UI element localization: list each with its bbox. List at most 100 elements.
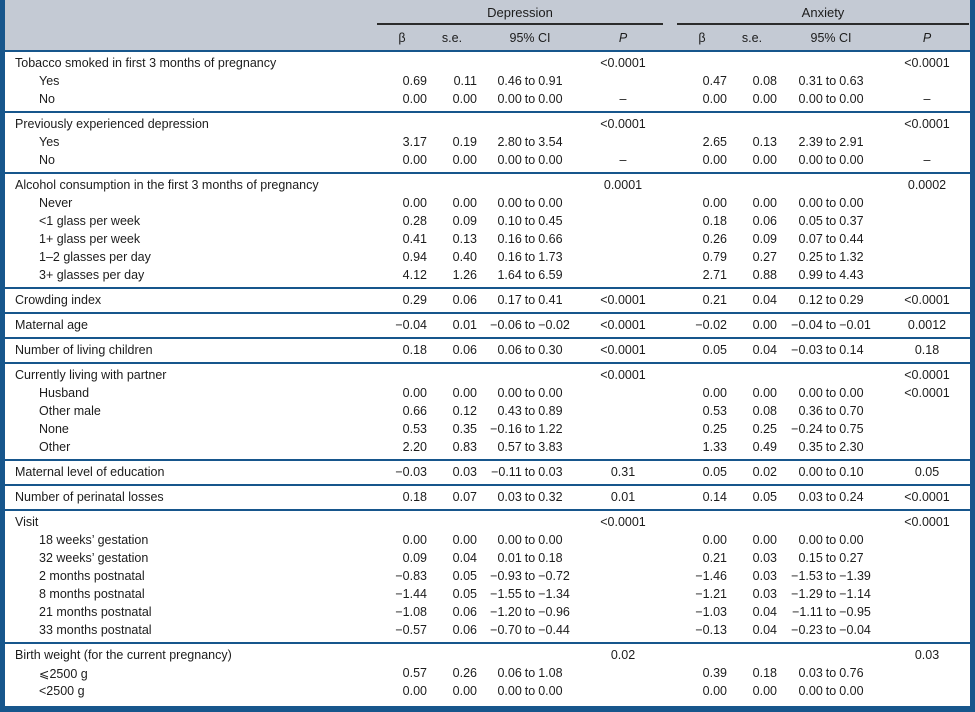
anxiety-se-value: 0.00 — [752, 533, 777, 547]
anxiety-ci-value: 2.39 to 2.91 — [777, 135, 885, 149]
ci-to-word: to — [524, 74, 536, 88]
table-row: 33 months postnatal −0.57 0.06 −0.70 to −0.44… — [5, 621, 970, 639]
anxiety-se-value: 0.03 — [752, 587, 777, 601]
depression-ci-value: −0.16 to 1.22 — [477, 422, 583, 436]
ci-to-word: to — [825, 386, 837, 400]
depression-se-value: 0.40 — [452, 250, 477, 264]
ci-lower-bound: 0.06 — [497, 666, 522, 680]
anxiety-ci-value: 0.03 to 0.24 — [777, 490, 885, 504]
ci-lower-bound: 0.12 — [798, 293, 823, 307]
depression-se-value: 0.05 — [452, 587, 477, 601]
row-label: None — [39, 422, 69, 436]
anxiety-beta-value: −1.21 — [695, 587, 727, 601]
ci-to-word: to — [825, 74, 837, 88]
anxiety-ci-value: 0.05 to 0.37 — [777, 214, 885, 228]
ci-upper-bound: 1.73 — [538, 250, 563, 264]
depression-ci-value: 0.03 to 0.32 — [477, 490, 583, 504]
depression-se-value: 0.00 — [452, 92, 477, 106]
ci-upper-bound: 3.54 — [538, 135, 563, 149]
ci-to-word: to — [524, 666, 536, 680]
ci-upper-bound: 0.91 — [538, 74, 563, 88]
ci-upper-bound: 0.00 — [839, 386, 864, 400]
ci-to-word: to — [825, 533, 837, 547]
ci-upper-bound: 0.10 — [839, 465, 864, 479]
depression-beta-value: 0.94 — [402, 250, 427, 264]
anxiety-ci-value: −1.11 to −0.95 — [777, 605, 885, 619]
table-row: Other 2.20 0.83 0.57 to 3.83 1.33 0.49 0.35 to 2.3… — [5, 438, 970, 456]
ci-to-word: to — [825, 318, 837, 332]
depression-beta-value: 4.12 — [402, 268, 427, 282]
anxiety-p-value: <0.0001 — [904, 515, 950, 529]
depression-se-value: 0.05 — [452, 569, 477, 583]
ci-to-word: to — [524, 214, 536, 228]
ci-upper-bound: 0.44 — [839, 232, 864, 246]
ci-to-word: to — [825, 404, 837, 418]
ci-to-word: to — [825, 569, 837, 583]
table-row: Never 0.00 0.00 0.00 to 0.00 0.00 0.00 0.00 to 0.0… — [5, 194, 970, 212]
depression-se-value: 0.00 — [452, 196, 477, 210]
depression-beta-value: 2.20 — [402, 440, 427, 454]
row-label: <2500 g — [39, 684, 85, 698]
depression-p-value: – — [619, 92, 627, 106]
ci-upper-bound: 3.83 — [538, 440, 563, 454]
depression-ci-value: 0.16 to 0.66 — [477, 232, 583, 246]
anxiety-se-value: 0.00 — [752, 318, 777, 332]
column-group-gap — [663, 0, 677, 50]
anxiety-beta-value: 0.00 — [702, 153, 727, 167]
ci-to-word: to — [524, 153, 536, 167]
anxiety-se-value: 0.09 — [752, 232, 777, 246]
table-section: Alcohol consumption in the first 3 month… — [5, 174, 970, 289]
depression-ci-value: −0.93 to −0.72 — [477, 569, 583, 583]
table-row: Yes 3.17 0.19 2.80 to 3.54 2.65 0.13 2.39 to 2.91 — [5, 133, 970, 151]
row-label: ⩽2500 g — [39, 666, 88, 681]
anxiety-se-value: 0.49 — [752, 440, 777, 454]
ci-lower-bound: 0.00 — [798, 196, 823, 210]
ci-lower-bound: −0.23 — [791, 623, 823, 637]
ci-to-word: to — [524, 250, 536, 264]
header-label-spacer — [5, 0, 377, 50]
ci-upper-bound: 0.00 — [839, 92, 864, 106]
ci-to-word: to — [524, 318, 536, 332]
anxiety-se-value: 0.04 — [752, 623, 777, 637]
ci-lower-bound: 0.31 — [798, 74, 823, 88]
table-row: 1+ glass per week 0.41 0.13 0.16 to 0.66 0.26 0… — [5, 230, 970, 248]
anxiety-se-value: 0.00 — [752, 153, 777, 167]
row-label: Currently living with partner — [15, 368, 167, 382]
depression-se-value: 0.06 — [452, 605, 477, 619]
anxiety-p-value: – — [923, 92, 931, 106]
row-label: Never — [39, 196, 73, 210]
anxiety-ci-value: 0.07 to 0.44 — [777, 232, 885, 246]
anxiety-se-value: 0.00 — [752, 196, 777, 210]
depression-beta-value: −1.44 — [395, 587, 427, 601]
table-row: No 0.00 0.00 0.00 to 0.00–0.00 0.00 0.00 to 0.00– — [5, 90, 970, 108]
ci-to-word: to — [524, 422, 536, 436]
row-label: 2 months postnatal — [39, 569, 145, 583]
ci-lower-bound: −0.24 — [791, 422, 823, 436]
ci-upper-bound: 0.76 — [839, 666, 864, 680]
anxiety-p-value: <0.0001 — [904, 117, 950, 131]
ci-to-word: to — [524, 268, 536, 282]
anxiety-ci-value: 0.36 to 0.70 — [777, 404, 885, 418]
ci-lower-bound: 0.00 — [798, 92, 823, 106]
depression-ci-value: −1.20 to −0.96 — [477, 605, 583, 619]
table-row: 2 months postnatal −0.83 0.05 −0.93 to −0.72−… — [5, 567, 970, 585]
ci-lower-bound: 0.25 — [798, 250, 823, 264]
row-label: 21 months postnatal — [39, 605, 152, 619]
depression-ci-value: 2.80 to 3.54 — [477, 135, 583, 149]
depression-se-value: 0.04 — [452, 551, 477, 565]
ci-to-word: to — [524, 533, 536, 547]
anxiety-beta-value: 0.47 — [702, 74, 727, 88]
ci-to-word: to — [524, 490, 536, 504]
ci-upper-bound: 0.00 — [538, 533, 563, 547]
ci-to-word: to — [524, 196, 536, 210]
se-header: s.e. — [741, 30, 763, 45]
ci-lower-bound: 0.00 — [497, 386, 522, 400]
ci-lower-bound: 2.39 — [798, 135, 823, 149]
anxiety-se-value: 0.25 — [752, 422, 777, 436]
depression-se-value: 0.06 — [452, 293, 477, 307]
anxiety-beta-value: 0.18 — [702, 214, 727, 228]
ci-upper-bound: 0.32 — [538, 490, 563, 504]
anxiety-beta-value: 2.71 — [702, 268, 727, 282]
ci-upper-bound: 4.43 — [839, 268, 864, 282]
ci-to-word: to — [825, 343, 837, 357]
